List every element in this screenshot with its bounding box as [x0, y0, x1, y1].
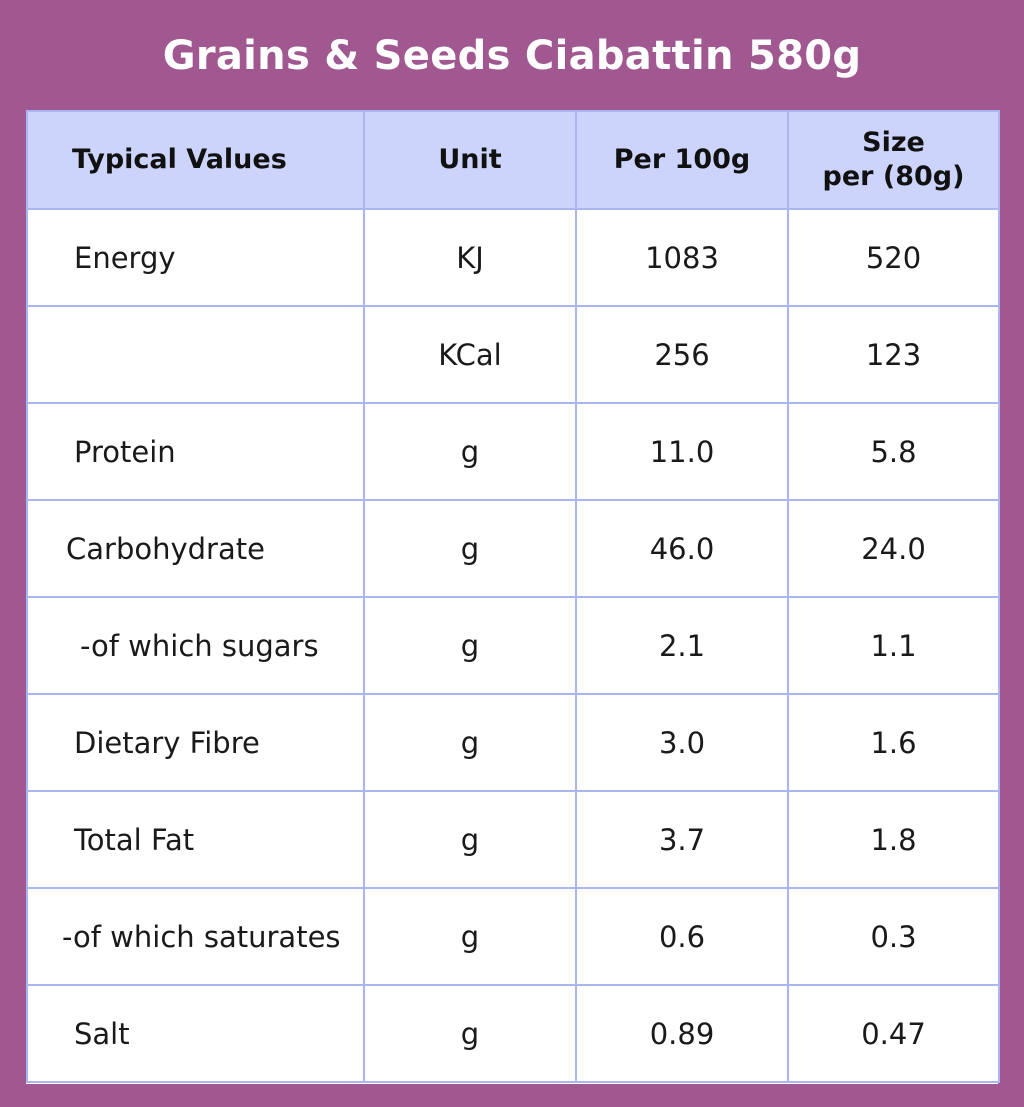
- row-per-100g: 256: [575, 305, 789, 404]
- row-per-80g: 1.8: [787, 790, 1000, 889]
- row-per-80g: 520: [787, 208, 1000, 307]
- row-unit: g: [363, 790, 577, 889]
- row-name: -of which saturates: [26, 887, 365, 986]
- header-size-line2: per (80g): [822, 161, 965, 192]
- row-per-80g: 5.8: [787, 402, 1000, 501]
- row-per-80g: 123: [787, 305, 1000, 404]
- row-per-100g: 3.7: [575, 790, 789, 889]
- row-name: Energy: [26, 208, 365, 307]
- table-row: -of which sugars g 2.1 1.1: [26, 596, 1000, 695]
- row-name: Carbohydrate: [26, 499, 365, 598]
- table-row: Salt g 0.89 0.47: [26, 984, 1000, 1083]
- table-row: Dietary Fibre g 3.0 1.6: [26, 693, 1000, 792]
- row-unit: KCal: [363, 305, 577, 404]
- row-per-100g: 3.0: [575, 693, 789, 792]
- row-per-80g: 24.0: [787, 499, 1000, 598]
- row-per-100g: 1083: [575, 208, 789, 307]
- row-name: [26, 305, 365, 404]
- row-per-100g: 2.1: [575, 596, 789, 695]
- nutrition-table: Typical Values Unit Per 100g Size per (8…: [26, 110, 1000, 1083]
- row-unit: g: [363, 984, 577, 1083]
- row-per-80g: 0.3: [787, 887, 1000, 986]
- row-unit: g: [363, 693, 577, 792]
- row-per-80g: 0.47: [787, 984, 1000, 1083]
- row-per-80g: 1.1: [787, 596, 1000, 695]
- row-unit: g: [363, 499, 577, 598]
- row-per-100g: 11.0: [575, 402, 789, 501]
- header-per-100g: Per 100g: [575, 110, 789, 210]
- table-row: Carbohydrate g 46.0 24.0: [26, 499, 1000, 598]
- table-row: KCal 256 123: [26, 305, 1000, 404]
- table-header-row: Typical Values Unit Per 100g Size per (8…: [26, 110, 1000, 210]
- header-size-line1: Size: [862, 127, 925, 158]
- row-per-100g: 46.0: [575, 499, 789, 598]
- row-unit: g: [363, 596, 577, 695]
- row-name: Total Fat: [26, 790, 365, 889]
- row-unit: g: [363, 887, 577, 986]
- row-per-80g: 1.6: [787, 693, 1000, 792]
- row-name: -of which sugars: [26, 596, 365, 695]
- row-name: Protein: [26, 402, 365, 501]
- page-title: Grains & Seeds Ciabattin 580g: [162, 33, 862, 79]
- row-name: Salt: [26, 984, 365, 1083]
- table-row: Energy KJ 1083 520: [26, 208, 1000, 307]
- row-per-100g: 0.89: [575, 984, 789, 1083]
- row-name: Dietary Fibre: [26, 693, 365, 792]
- header-unit: Unit: [363, 110, 577, 210]
- header-size-per-80g: Size per (80g): [787, 110, 1000, 210]
- table-row: Total Fat g 3.7 1.8: [26, 790, 1000, 889]
- row-per-100g: 0.6: [575, 887, 789, 986]
- header-typical-values: Typical Values: [26, 110, 365, 210]
- table-row: -of which saturates g 0.6 0.3: [26, 887, 1000, 986]
- row-unit: KJ: [363, 208, 577, 307]
- table-row: Protein g 11.0 5.8: [26, 402, 1000, 501]
- row-unit: g: [363, 402, 577, 501]
